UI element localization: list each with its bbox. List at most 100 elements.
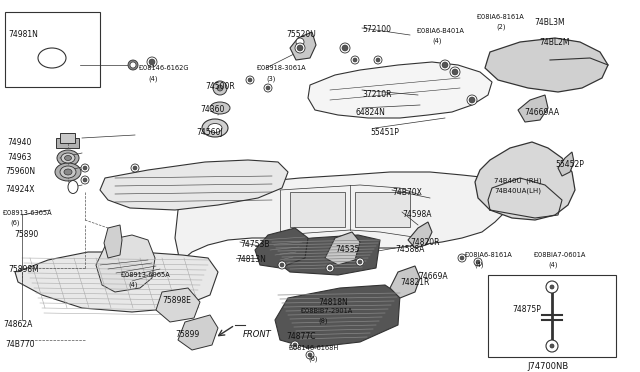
Circle shape <box>342 45 348 51</box>
Text: 74875P: 74875P <box>512 305 541 314</box>
Text: 572100: 572100 <box>362 25 391 34</box>
Ellipse shape <box>202 119 228 137</box>
Text: 74963: 74963 <box>7 153 31 162</box>
Text: 74360: 74360 <box>200 105 225 114</box>
Polygon shape <box>96 235 155 292</box>
Text: 64824N: 64824N <box>355 108 385 117</box>
Circle shape <box>81 176 89 184</box>
Polygon shape <box>60 133 75 143</box>
Circle shape <box>149 59 155 65</box>
Text: 75898M: 75898M <box>8 265 39 274</box>
Polygon shape <box>100 160 288 210</box>
Circle shape <box>476 260 480 264</box>
Circle shape <box>376 58 380 62</box>
Text: 55452P: 55452P <box>555 160 584 169</box>
Polygon shape <box>390 266 420 298</box>
Text: 74924X: 74924X <box>5 185 35 194</box>
Circle shape <box>130 62 136 68</box>
Text: (6): (6) <box>10 220 19 227</box>
Text: (8): (8) <box>318 318 328 324</box>
Circle shape <box>280 263 284 267</box>
Text: Ð08BlA7-0601A: Ð08BlA7-0601A <box>533 252 586 258</box>
Circle shape <box>328 266 332 270</box>
Text: (4): (4) <box>474 262 483 269</box>
Text: 74877C: 74877C <box>286 332 316 341</box>
Text: 75899: 75899 <box>175 330 199 339</box>
Text: FRONT: FRONT <box>243 330 272 339</box>
Circle shape <box>295 43 305 53</box>
Circle shape <box>83 166 87 170</box>
Circle shape <box>452 69 458 75</box>
Circle shape <box>308 353 312 357</box>
Circle shape <box>460 256 464 260</box>
Text: 74B770: 74B770 <box>5 340 35 349</box>
Text: 74500R: 74500R <box>205 82 235 91</box>
Text: 74B40UA(LH): 74B40UA(LH) <box>494 188 541 195</box>
Polygon shape <box>290 32 316 60</box>
Polygon shape <box>175 172 512 262</box>
Text: 74598A: 74598A <box>402 210 431 219</box>
Bar <box>290 192 345 227</box>
Polygon shape <box>518 95 548 122</box>
Text: Ð08146-6168H: Ð08146-6168H <box>288 345 339 351</box>
Text: Ð08913-6365A: Ð08913-6365A <box>2 210 52 216</box>
Polygon shape <box>408 222 432 248</box>
Circle shape <box>356 258 364 266</box>
Circle shape <box>374 56 382 64</box>
Text: 74940: 74940 <box>7 138 31 147</box>
Circle shape <box>147 57 157 67</box>
Text: 74560J: 74560J <box>196 128 223 137</box>
Circle shape <box>474 258 482 266</box>
Polygon shape <box>475 142 575 220</box>
Polygon shape <box>178 315 218 350</box>
Text: 74669A: 74669A <box>418 272 447 281</box>
Circle shape <box>83 178 87 182</box>
Text: Ð08lA6-B401A: Ð08lA6-B401A <box>416 28 464 34</box>
Polygon shape <box>156 288 200 322</box>
Text: Ð08146-6162G: Ð08146-6162G <box>138 65 189 71</box>
Circle shape <box>293 343 297 347</box>
Circle shape <box>297 45 303 51</box>
Circle shape <box>291 341 299 349</box>
Text: 74B70X: 74B70X <box>392 188 422 197</box>
Text: 74BL3M: 74BL3M <box>534 18 564 27</box>
Circle shape <box>340 43 350 53</box>
Polygon shape <box>255 228 308 268</box>
Text: 74588A: 74588A <box>395 245 424 254</box>
Circle shape <box>264 84 272 92</box>
Circle shape <box>133 166 137 170</box>
Text: Ð08913-6065A: Ð08913-6065A <box>120 272 170 278</box>
Text: (4): (4) <box>432 38 442 45</box>
Text: Ð08918-3061A: Ð08918-3061A <box>256 65 306 71</box>
Ellipse shape <box>57 150 79 166</box>
Ellipse shape <box>68 180 78 193</box>
Polygon shape <box>308 62 492 118</box>
Circle shape <box>278 261 286 269</box>
Polygon shape <box>272 235 380 275</box>
Polygon shape <box>15 252 218 312</box>
Bar <box>488 275 616 357</box>
Circle shape <box>246 76 254 84</box>
Ellipse shape <box>65 155 72 160</box>
Text: 74862A: 74862A <box>3 320 33 329</box>
Polygon shape <box>56 138 79 148</box>
Ellipse shape <box>208 124 222 132</box>
Text: 74753B: 74753B <box>240 240 269 249</box>
Text: (2): (2) <box>496 24 506 31</box>
Text: 74821R: 74821R <box>400 278 429 287</box>
Text: 74B40U  (RH): 74B40U (RH) <box>494 178 541 185</box>
Text: 74981N: 74981N <box>8 30 38 39</box>
Ellipse shape <box>60 166 76 178</box>
Text: Ð08lA6-8161A: Ð08lA6-8161A <box>476 14 524 20</box>
Text: 74818N: 74818N <box>318 298 348 307</box>
Circle shape <box>440 60 450 70</box>
Circle shape <box>266 86 270 90</box>
Text: Ð08lA6-8161A: Ð08lA6-8161A <box>464 252 512 258</box>
Ellipse shape <box>210 102 230 114</box>
Text: (6): (6) <box>308 355 317 362</box>
Circle shape <box>128 60 138 70</box>
Text: 75890: 75890 <box>14 230 38 239</box>
Circle shape <box>550 344 554 348</box>
Ellipse shape <box>38 48 66 68</box>
Text: 74535: 74535 <box>335 245 360 254</box>
